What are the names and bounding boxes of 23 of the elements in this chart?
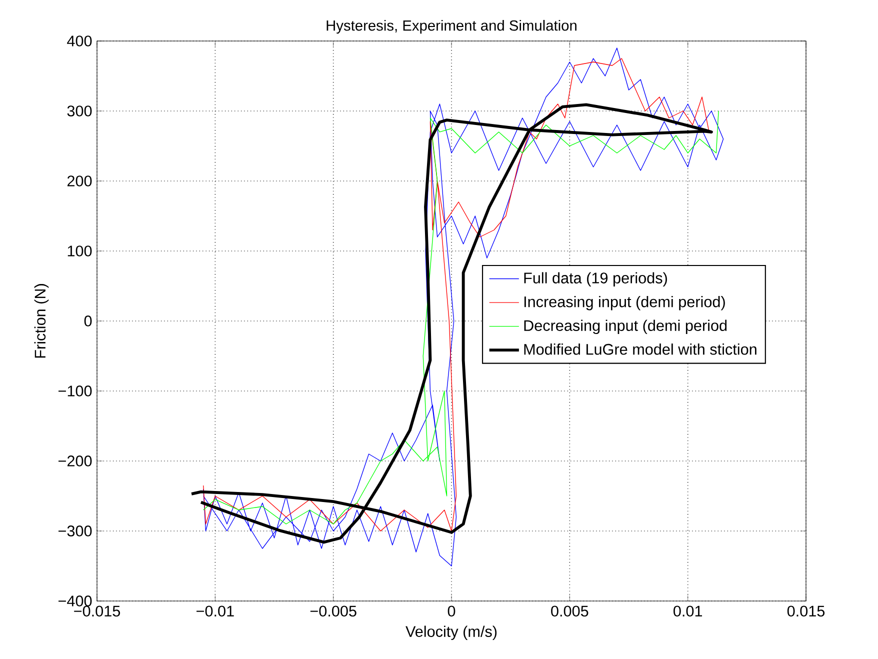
y-tick-label: −300 — [58, 526, 92, 536]
x-tick-label: 0 — [448, 606, 456, 617]
y-tick-label: 300 — [67, 106, 92, 116]
y-tick-label: −100 — [58, 386, 92, 396]
y-axis-title: Friction (N) — [34, 284, 49, 358]
x-tick-label: −0.005 — [310, 606, 356, 617]
x-tick-label: 0.005 — [551, 606, 588, 617]
x-tick-label: −0.015 — [74, 606, 120, 617]
legend-label: Decreasing input (demi period — [524, 320, 727, 334]
y-tick-label: −200 — [58, 456, 92, 466]
y-tick-label: 0 — [84, 316, 92, 326]
y-tick-label: 200 — [67, 176, 92, 186]
x-tick-label: 0.01 — [674, 606, 702, 617]
legend-label: Full data (19 periods) — [524, 272, 667, 286]
y-tick-label: 400 — [67, 36, 92, 46]
legend-label: Modified LuGre model with stiction — [524, 344, 756, 355]
x-tick-label: 0.015 — [787, 606, 825, 617]
x-axis-title: Velocity (m/s) — [406, 626, 497, 640]
x-tick-label: −0.01 — [196, 606, 234, 617]
y-tick-label: −400 — [58, 596, 92, 606]
legend-label: Increasing input (demi period) — [524, 296, 725, 310]
y-tick-label: 100 — [68, 246, 92, 256]
chart-title: Hysteresis, Experiment and Simulation — [326, 20, 576, 34]
